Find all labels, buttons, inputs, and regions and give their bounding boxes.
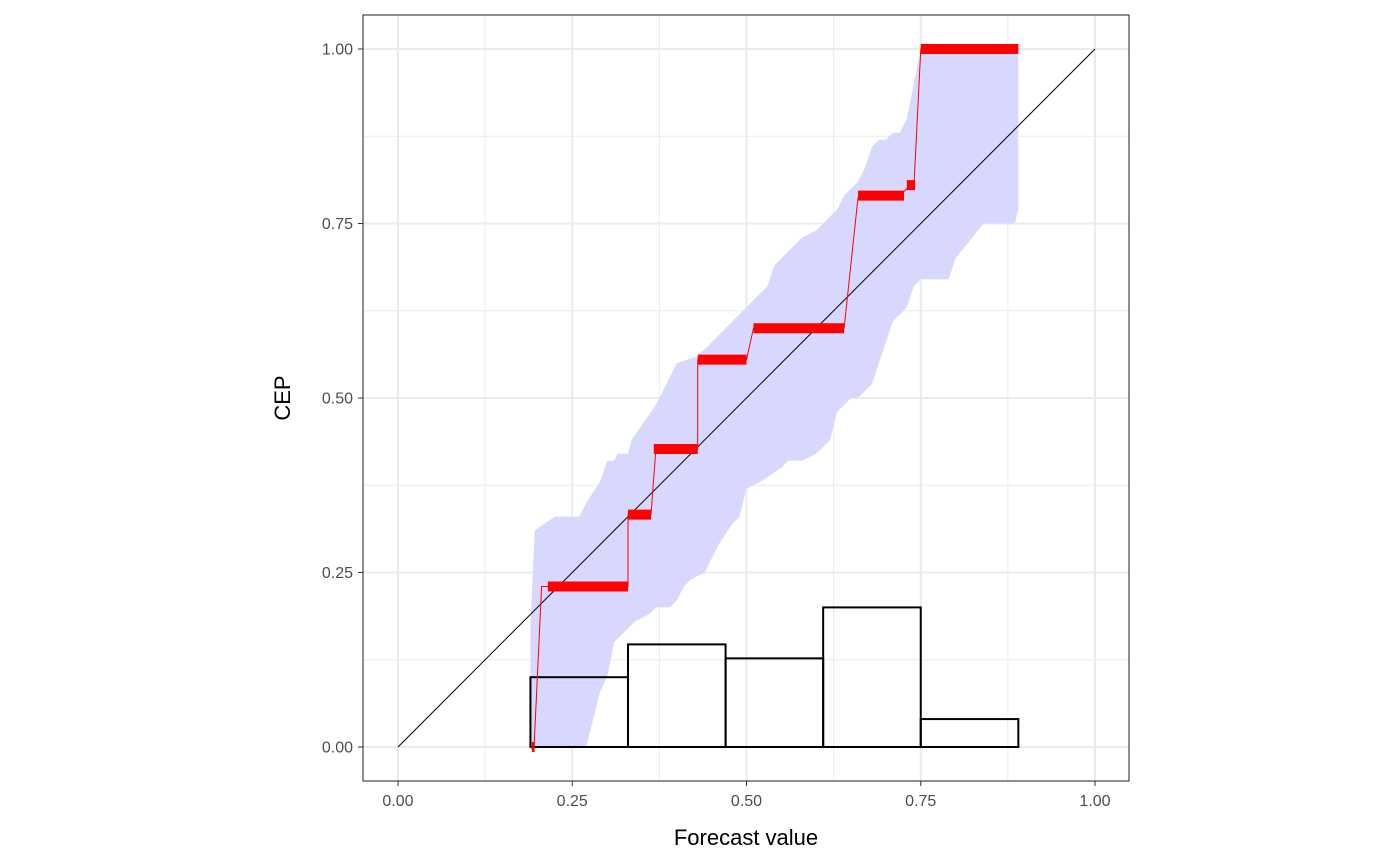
- x-tick-label: 0.00: [382, 793, 413, 810]
- x-tick-label: 1.00: [1079, 793, 1110, 810]
- y-tick-label: 0.25: [322, 565, 353, 582]
- confidence-band: [530, 49, 1019, 747]
- histogram-layer: [529, 606, 1020, 749]
- y-tick-label: 0.75: [322, 216, 353, 233]
- confidence-band-layer: [530, 49, 1019, 747]
- x-tick-label: 0.50: [731, 793, 762, 810]
- x-tick-label: 0.25: [557, 793, 588, 810]
- y-tick-label: 0.00: [322, 740, 353, 757]
- diagonal-reference-line: [397, 48, 1096, 748]
- y-tick-label: 0.50: [322, 391, 353, 408]
- x-axis: 0.00 0.25 0.50 0.75 1.00: [382, 781, 1111, 810]
- y-tick-label: 1.00: [322, 42, 353, 59]
- diagonal-layer: [397, 48, 1096, 748]
- y-axis: 0.00 0.25 0.50 0.75 1.00: [322, 42, 363, 757]
- histogram-bar: [919, 718, 1020, 749]
- x-axis-title: Forecast value: [674, 825, 818, 850]
- histogram-bar: [822, 606, 922, 749]
- y-axis-title: CEP: [270, 375, 295, 420]
- cep-layer: [530, 44, 1019, 752]
- x-tick-label: 0.75: [905, 793, 936, 810]
